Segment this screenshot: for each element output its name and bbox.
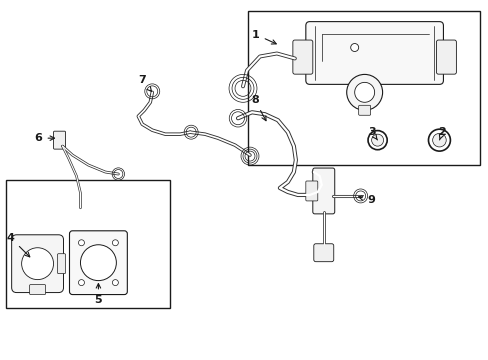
- Text: 5: 5: [94, 284, 102, 305]
- Text: 4: 4: [7, 233, 30, 257]
- Text: 6: 6: [35, 133, 54, 143]
- FancyBboxPatch shape: [312, 168, 334, 214]
- Circle shape: [78, 280, 84, 285]
- Text: 3: 3: [367, 127, 377, 140]
- Bar: [6, 180, 170, 307]
- FancyBboxPatch shape: [58, 254, 65, 274]
- FancyBboxPatch shape: [313, 244, 333, 262]
- Circle shape: [367, 131, 386, 150]
- Text: 2: 2: [438, 127, 446, 140]
- Circle shape: [346, 75, 382, 110]
- Circle shape: [354, 82, 374, 102]
- FancyBboxPatch shape: [305, 22, 443, 84]
- FancyBboxPatch shape: [292, 40, 312, 74]
- Circle shape: [350, 44, 358, 51]
- FancyBboxPatch shape: [53, 131, 65, 149]
- Text: 1: 1: [252, 30, 276, 44]
- FancyBboxPatch shape: [69, 231, 127, 294]
- Circle shape: [81, 245, 116, 280]
- Circle shape: [432, 134, 446, 147]
- FancyBboxPatch shape: [12, 235, 63, 293]
- Circle shape: [112, 240, 118, 246]
- FancyBboxPatch shape: [30, 285, 45, 294]
- Circle shape: [112, 280, 118, 285]
- FancyBboxPatch shape: [358, 105, 370, 115]
- Circle shape: [21, 248, 53, 280]
- Circle shape: [371, 134, 383, 146]
- Text: 9: 9: [358, 195, 375, 205]
- Circle shape: [78, 240, 84, 246]
- Text: 7: 7: [138, 75, 151, 91]
- FancyBboxPatch shape: [305, 181, 317, 201]
- FancyBboxPatch shape: [436, 40, 455, 74]
- Text: 8: 8: [250, 95, 265, 121]
- Bar: [247, 11, 479, 165]
- Circle shape: [427, 129, 449, 151]
